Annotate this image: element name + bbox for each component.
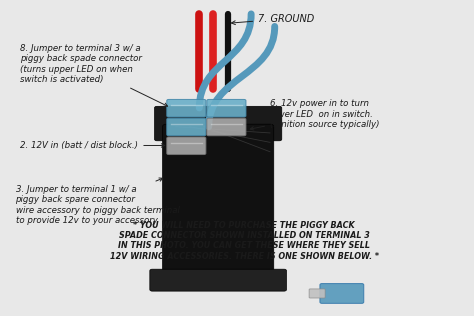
Text: 8. Jumper to terminal 3 w/ a
piggy back spade connector
(turns upper LED on when: 8. Jumper to terminal 3 w/ a piggy back … bbox=[20, 44, 167, 106]
Text: 2. 12V in (batt / dist block.): 2. 12V in (batt / dist block.) bbox=[20, 141, 165, 150]
FancyBboxPatch shape bbox=[207, 100, 246, 117]
FancyBboxPatch shape bbox=[309, 289, 325, 298]
FancyBboxPatch shape bbox=[155, 106, 282, 141]
Text: 7. GROUND: 7. GROUND bbox=[231, 14, 314, 25]
FancyBboxPatch shape bbox=[207, 118, 246, 136]
FancyBboxPatch shape bbox=[150, 269, 286, 291]
FancyBboxPatch shape bbox=[167, 137, 206, 155]
Text: 3. Jumper to terminal 1 w/ a
piggy back spare connector
wire accessory to piggy : 3. Jumper to terminal 1 w/ a piggy back … bbox=[16, 178, 179, 225]
FancyBboxPatch shape bbox=[167, 118, 206, 136]
FancyBboxPatch shape bbox=[167, 100, 206, 117]
Text: * YOU WILL NEED TO PURCHASE THE PIGGY BACK
SPADE CONNECTOR SHOWN INSTALLED ON TE: * YOU WILL NEED TO PURCHASE THE PIGGY BA… bbox=[109, 221, 379, 261]
FancyBboxPatch shape bbox=[320, 283, 364, 303]
FancyBboxPatch shape bbox=[163, 124, 274, 280]
Text: 6. 12v power in to turn
lower LED  on in switch.
(ignition source typically): 6. 12v power in to turn lower LED on in … bbox=[250, 99, 380, 130]
